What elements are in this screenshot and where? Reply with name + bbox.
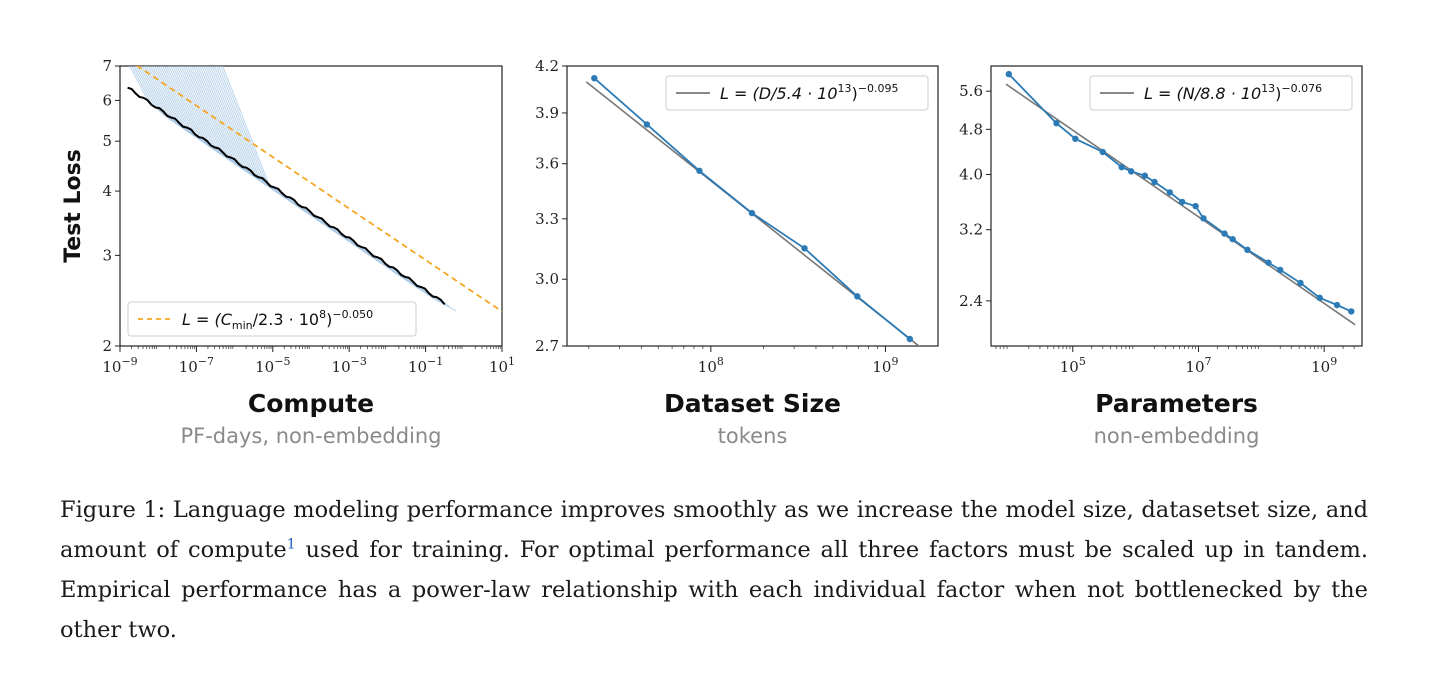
- data-point: [1333, 301, 1341, 309]
- x-axis-subtitle: tokens: [718, 424, 788, 448]
- data-point: [1192, 202, 1199, 210]
- data-line: [593, 77, 911, 340]
- figure-panels: 2 3 4 5 6 7 10−9 10−7 10−5 10−3 10−1 101 Compute PF-d…: [61, 57, 1363, 448]
- caption-text-part2: used for training. For optimal performan…: [60, 537, 1368, 643]
- data-point: [1053, 120, 1060, 127]
- x-tick-label: 10−5: [255, 355, 290, 376]
- axes-frame: [566, 65, 939, 347]
- data-point: [1141, 172, 1149, 179]
- training-curve: [215, 66, 437, 298]
- training-curve: [211, 66, 424, 289]
- data-point: [748, 209, 756, 217]
- y-tick-label: 6: [102, 91, 112, 109]
- data-point: [1221, 230, 1228, 237]
- compute-frontier: [127, 86, 446, 306]
- y-tick-label: 4.2: [535, 57, 559, 75]
- y-tick-label: 4: [102, 182, 112, 200]
- y-tick-label: 3.3: [535, 210, 559, 228]
- x-tick-label: 109: [872, 355, 898, 376]
- data-point: [696, 167, 703, 174]
- data-point: [1118, 163, 1125, 171]
- legend-box: [665, 75, 929, 111]
- y-tick-label: 2.4: [959, 292, 983, 310]
- training-curve: [209, 66, 417, 285]
- x-tick-label: 107: [1185, 355, 1211, 376]
- y-tick-label: 3: [102, 246, 112, 264]
- data-point: [1151, 178, 1158, 186]
- data-point: [1127, 168, 1135, 175]
- caption-text-part1: Language modeling performance improves s…: [60, 497, 1368, 563]
- data-point: [1265, 259, 1272, 266]
- data-point: [1277, 266, 1284, 274]
- plot-area: [585, 74, 921, 346]
- parameters-panel: 2.4 3.2 4.0 4.8 5.6 105 107 109 Parameters non-em…: [959, 65, 1363, 448]
- plot-area: [1005, 70, 1356, 326]
- footnote-link[interactable]: 1: [286, 536, 296, 553]
- training-curve: [222, 66, 457, 312]
- y-axis-title: Test Loss: [61, 149, 86, 263]
- x-tick-label: 10−1: [408, 355, 443, 376]
- x-tick-label: 105: [1060, 355, 1086, 376]
- y-tick-label: 4.0: [959, 165, 983, 183]
- data-point: [854, 293, 861, 300]
- x-axis-title: Dataset Size: [664, 389, 841, 418]
- training-curve: [147, 66, 219, 150]
- y-tick-label: 3.2: [959, 221, 983, 239]
- legend-label: L = (Cmin/2.3 · 108)−0.050: [182, 308, 373, 332]
- y-tick-label: 3.9: [535, 104, 559, 122]
- legend-box: [127, 301, 417, 337]
- x-tick-label: 109: [1311, 355, 1337, 376]
- data-point: [1005, 70, 1013, 78]
- y-tick-label: 5.6: [959, 82, 983, 100]
- data-point: [1348, 308, 1355, 315]
- x-tick-label: 108: [698, 355, 724, 376]
- training-curve: [217, 66, 444, 303]
- data-point: [1244, 246, 1251, 254]
- axes-frame: [990, 65, 1363, 347]
- data-point: [1178, 198, 1186, 206]
- training-curve: [213, 66, 430, 294]
- data-point: [1229, 235, 1236, 243]
- data-point: [1099, 148, 1106, 156]
- axes-frame: [119, 65, 503, 347]
- y-tick-label: 3.6: [535, 155, 559, 173]
- data-point: [643, 121, 651, 128]
- y-tick-label: 5: [102, 132, 112, 150]
- y-tick-label: 7: [102, 57, 112, 75]
- data-point: [1072, 135, 1079, 142]
- caption-label: Figure 1:: [60, 497, 166, 523]
- y-tick-label: 2.7: [535, 337, 559, 355]
- legend-label: L = (N/8.8 · 1013)−0.076: [1144, 82, 1322, 103]
- x-tick-label: 10−7: [179, 355, 214, 376]
- x-tick-label: 10−9: [102, 355, 137, 376]
- y-tick-label: 3.0: [535, 270, 559, 288]
- x-axis-subtitle: PF-days, non-embedding: [180, 424, 441, 448]
- training-curve: [220, 66, 450, 307]
- x-axis-title: Parameters: [1095, 389, 1258, 418]
- y-tick-label: 2: [102, 337, 112, 355]
- x-axis-title: Compute: [248, 389, 374, 418]
- legend-label: L = (D/5.4 · 1013)−0.095: [720, 82, 898, 103]
- plot-area: [127, 66, 502, 313]
- data-point: [801, 245, 808, 252]
- dataset-size-panel: 2.7 3.0 3.3 3.6 3.9 4.2 108 109 Dataset Size toke…: [535, 57, 939, 448]
- y-tick-label: 4.8: [959, 120, 983, 138]
- data-point: [1200, 215, 1207, 222]
- legend-box: [1089, 75, 1353, 111]
- x-tick-label: 10−3: [332, 355, 367, 376]
- data-point: [1166, 189, 1174, 196]
- figure-caption: Figure 1: Language modeling performance …: [60, 490, 1368, 650]
- compute-panel: 2 3 4 5 6 7 10−9 10−7 10−5 10−3 10−1 101 Compute PF-d…: [61, 57, 515, 448]
- data-point: [1297, 279, 1304, 287]
- data-point: [591, 74, 598, 82]
- x-tick-label: 101: [489, 355, 515, 376]
- x-axis-subtitle: non-embedding: [1094, 424, 1260, 448]
- data-point: [906, 335, 914, 343]
- data-point: [1316, 294, 1323, 302]
- fit-line: [135, 66, 502, 313]
- training-curve: [207, 66, 411, 280]
